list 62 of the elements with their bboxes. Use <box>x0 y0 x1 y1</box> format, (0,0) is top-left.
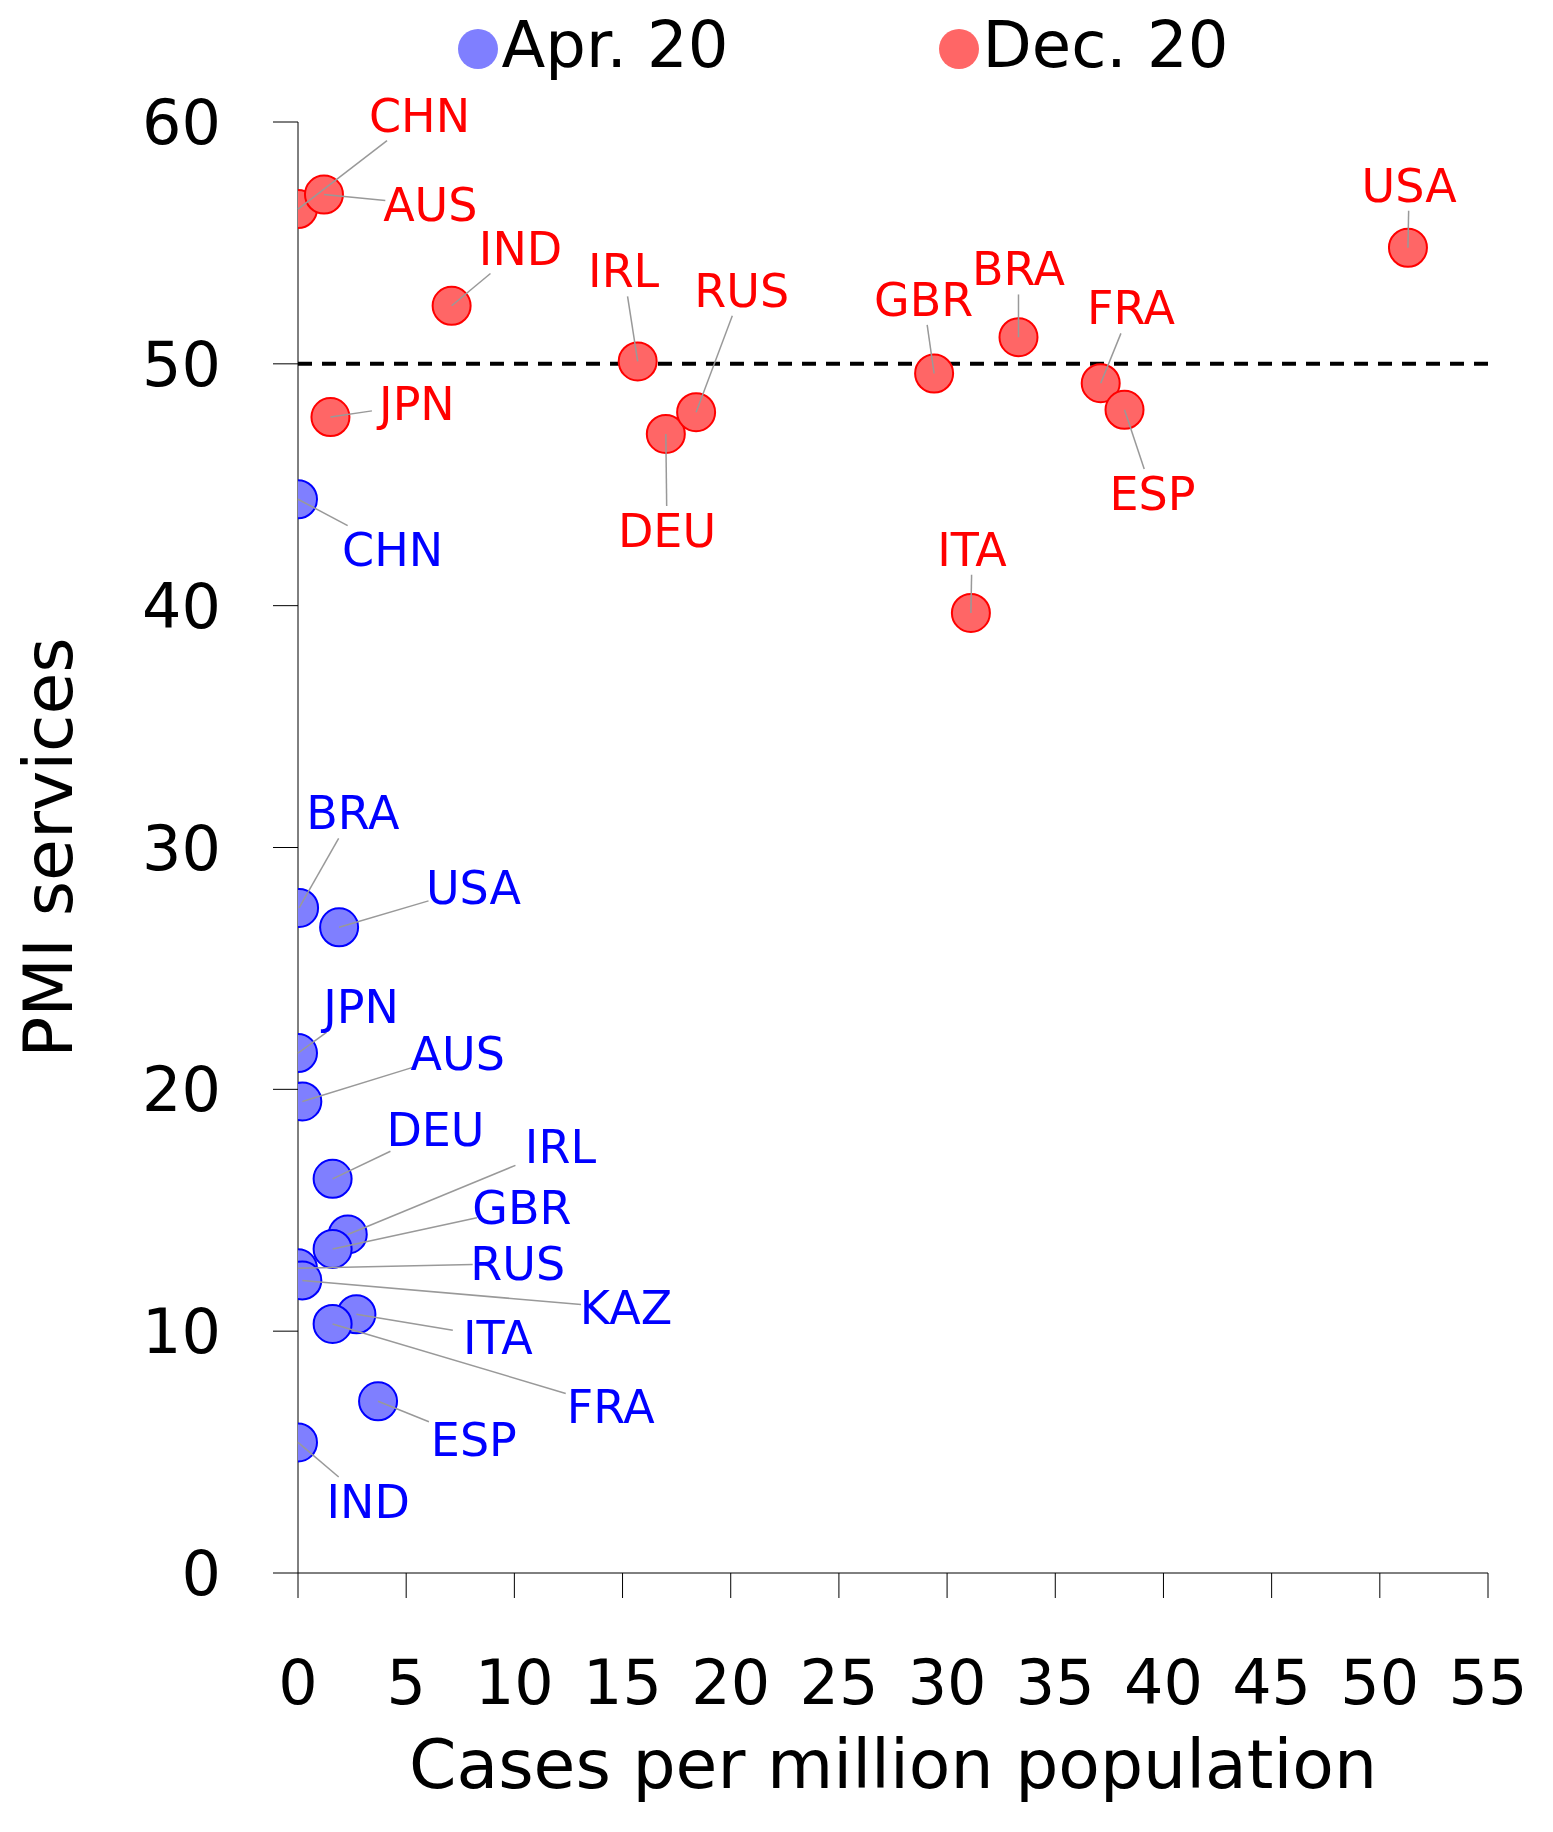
annotation: GBR <box>472 1181 572 1236</box>
annotation: GBR <box>874 272 974 327</box>
annotation: ITA <box>463 1310 534 1365</box>
y-tick-label: 10 <box>142 1295 221 1369</box>
x-axis-title: Cases per million population <box>408 1725 1378 1804</box>
point <box>914 353 955 394</box>
x-tick-label: 25 <box>799 1646 879 1720</box>
annotation: CHN <box>342 522 444 577</box>
point <box>617 341 658 382</box>
point <box>1387 227 1428 268</box>
point <box>950 592 991 633</box>
x-tick-label: 30 <box>907 1646 987 1720</box>
point <box>1104 389 1145 430</box>
x-tick-label: 5 <box>386 1646 426 1720</box>
annotation: FRA <box>566 1379 656 1434</box>
annotation: JPN <box>376 377 455 432</box>
annotation: ESP <box>1109 466 1196 521</box>
annotation: USA <box>1361 158 1458 213</box>
y-tick-label: 30 <box>142 811 221 885</box>
annotation: AUS <box>410 1026 505 1081</box>
point <box>310 397 351 438</box>
annotation: IND <box>326 1475 410 1530</box>
annotation: RUS <box>694 263 790 318</box>
annotation: KAZ <box>579 1281 673 1336</box>
y-tick-label: 40 <box>142 569 221 643</box>
point <box>431 285 472 326</box>
annotation: DEU <box>617 503 717 558</box>
point <box>998 317 1039 358</box>
legend-label: Dec. 20 <box>982 8 1229 82</box>
legend-label: Apr. 20 <box>501 8 729 82</box>
point <box>303 174 344 215</box>
x-tick-label: 10 <box>474 1646 554 1720</box>
point <box>676 392 717 433</box>
annotation: USA <box>425 860 522 915</box>
annotation: BRA <box>971 242 1066 297</box>
annotation: JPN <box>320 980 399 1035</box>
x-tick-label: 55 <box>1448 1646 1528 1720</box>
x-tick-label: 40 <box>1124 1646 1203 1720</box>
annotation: RUS <box>470 1236 566 1291</box>
y-tick-label: 60 <box>142 86 221 160</box>
annotation: IRL <box>588 244 660 299</box>
x-tick-label: 15 <box>583 1646 662 1720</box>
y-tick-label: 50 <box>142 327 221 401</box>
annotation: ITA <box>937 522 1008 577</box>
annotation: IND <box>478 221 563 276</box>
x-tick-label: 35 <box>1015 1646 1095 1720</box>
x-tick-label: 45 <box>1232 1646 1312 1720</box>
annotation: AUS <box>383 178 478 233</box>
annotation: CHN <box>368 88 471 143</box>
annotation: DEU <box>386 1102 485 1157</box>
point <box>1080 363 1121 404</box>
x-tick-label: 50 <box>1340 1646 1420 1720</box>
annotation: BRA <box>306 786 400 841</box>
y-axis-title: PMI services <box>9 637 89 1058</box>
point <box>645 413 686 454</box>
annotation: FRA <box>1087 281 1176 336</box>
x-tick-label: 0 <box>278 1646 318 1720</box>
y-tick-label: 0 <box>181 1537 221 1611</box>
x-tick-label: 20 <box>691 1646 771 1720</box>
annotation: ESP <box>430 1412 517 1467</box>
annotation: IRL <box>524 1119 597 1174</box>
y-tick-label: 20 <box>142 1053 221 1127</box>
